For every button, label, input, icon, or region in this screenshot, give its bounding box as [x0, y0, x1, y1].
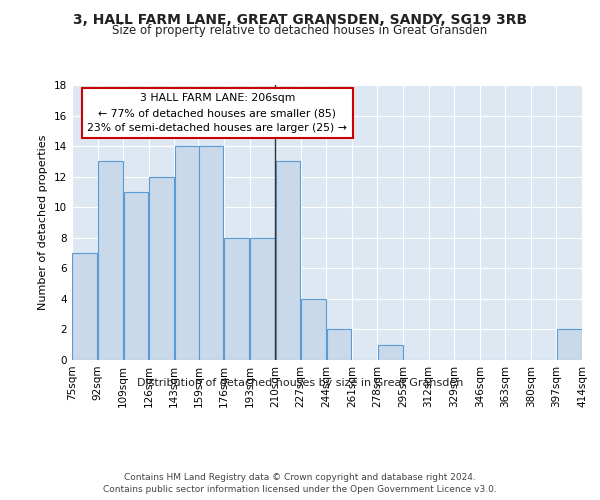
Text: 3, HALL FARM LANE, GREAT GRANSDEN, SANDY, SG19 3RB: 3, HALL FARM LANE, GREAT GRANSDEN, SANDY… — [73, 12, 527, 26]
Bar — [275, 162, 300, 360]
Bar — [199, 146, 223, 360]
Bar — [73, 253, 97, 360]
Text: Contains HM Land Registry data © Crown copyright and database right 2024.
Contai: Contains HM Land Registry data © Crown c… — [103, 472, 497, 494]
Bar — [175, 146, 199, 360]
Bar — [98, 162, 122, 360]
Bar — [326, 330, 352, 360]
Text: 3 HALL FARM LANE: 206sqm
← 77% of detached houses are smaller (85)
23% of semi-d: 3 HALL FARM LANE: 206sqm ← 77% of detach… — [88, 93, 347, 133]
Bar — [378, 344, 403, 360]
Bar — [250, 238, 275, 360]
Bar — [124, 192, 148, 360]
Bar — [557, 330, 581, 360]
Bar — [224, 238, 249, 360]
Bar — [149, 176, 174, 360]
Text: Distribution of detached houses by size in Great Gransden: Distribution of detached houses by size … — [137, 378, 463, 388]
Text: Size of property relative to detached houses in Great Gransden: Size of property relative to detached ho… — [112, 24, 488, 37]
Bar — [301, 299, 326, 360]
Y-axis label: Number of detached properties: Number of detached properties — [38, 135, 49, 310]
